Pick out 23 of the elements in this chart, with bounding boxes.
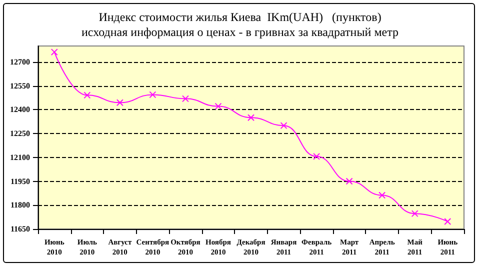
y-tick-label: 12250 (10, 129, 30, 138)
point (378, 192, 386, 199)
chart-title: Индекс стоимости жилья Киева IKm(UAH) (пунктов) (98, 10, 382, 24)
y-tick-label: 12400 (10, 105, 30, 114)
point (444, 218, 452, 226)
point (84, 92, 91, 99)
point (346, 178, 353, 185)
point (313, 152, 320, 160)
point (280, 122, 288, 130)
point (149, 91, 156, 98)
y-tick-label: 11650 (10, 224, 30, 234)
y-tick-label: 12550 (10, 81, 30, 90)
y-tick-label: 11800 (10, 200, 30, 210)
point (50, 48, 58, 56)
y-tick-label: 11950 (10, 176, 30, 186)
point (411, 210, 418, 218)
y-tick-label: 12700 (10, 57, 30, 66)
chart-subtitle: исходная информация о ценах - в гривнах за квадратный метр (81, 25, 399, 39)
point (248, 114, 254, 122)
point (214, 102, 222, 110)
point (116, 99, 124, 106)
point (182, 95, 189, 102)
y-tick-label: 12100 (10, 152, 30, 162)
